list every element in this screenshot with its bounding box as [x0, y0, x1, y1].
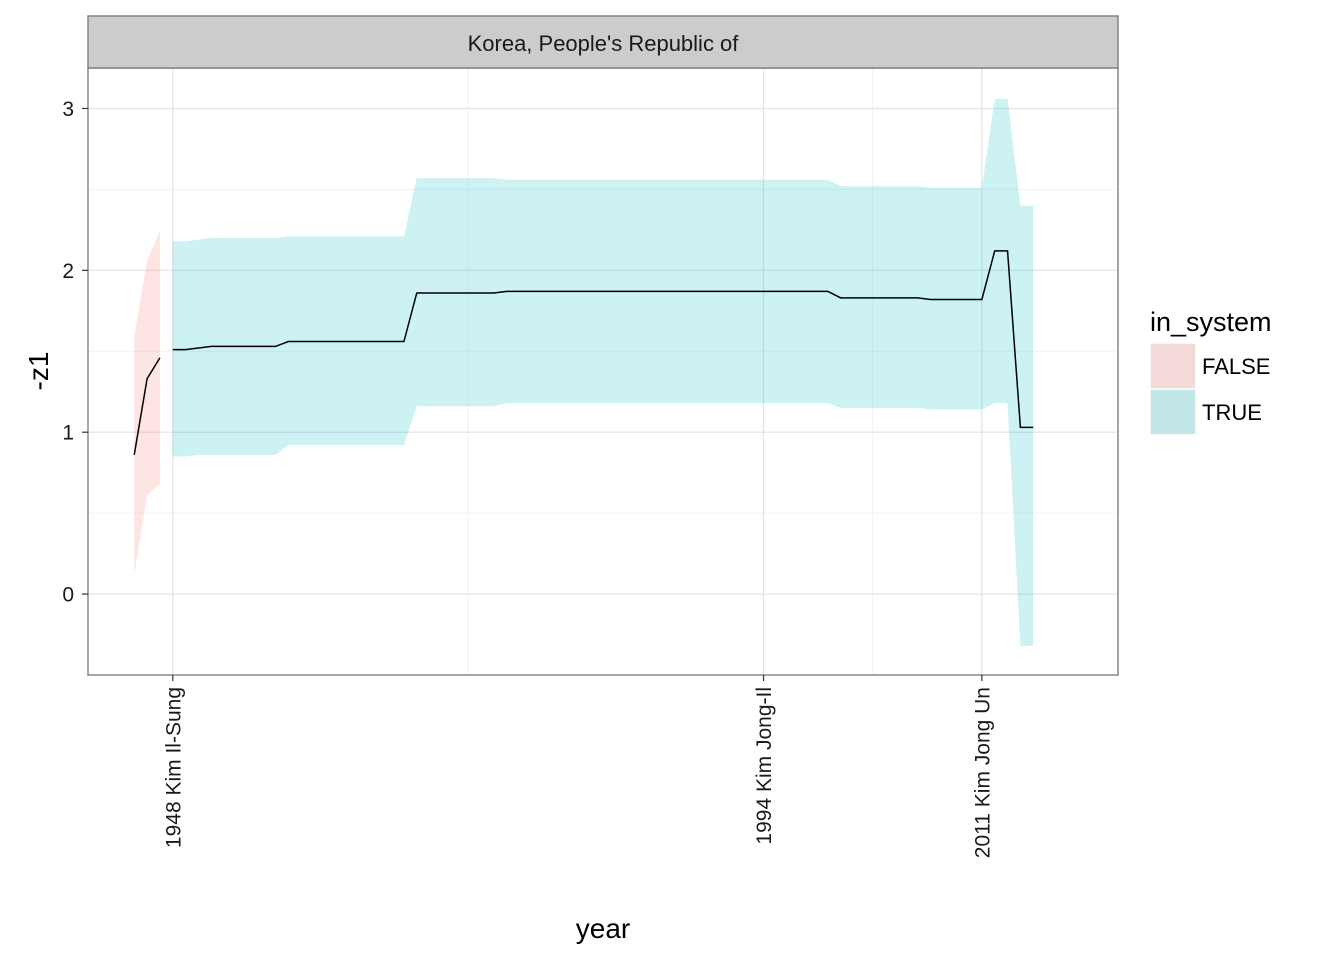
legend-keys: FALSE TRUE — [1149, 342, 1270, 436]
y-tick-label: 1 — [62, 422, 74, 445]
ribbons — [134, 98, 1034, 646]
legend-key-background — [1149, 342, 1197, 390]
x-tick-label: 2011 Kim Jong Un — [971, 687, 994, 858]
y-axis: 0 1 2 3 — [62, 98, 88, 607]
legend: in_system FALSE TRUE — [1149, 307, 1272, 436]
legend-swatch-true — [1151, 390, 1195, 434]
x-tick-label: 1948 Kim Il-Sung — [162, 687, 185, 848]
y-tick-label: 3 — [62, 98, 74, 121]
plot-background — [88, 68, 1118, 675]
y-tick-label: 2 — [62, 260, 74, 283]
x-tick-label: 1994 Kim Jong-Il — [753, 687, 776, 845]
legend-label-false: FALSE — [1202, 354, 1270, 379]
legend-swatch-false — [1151, 344, 1195, 388]
legend-title: in_system — [1150, 307, 1272, 337]
x-axis: 1948 Kim Il-Sung 1994 Kim Jong-Il 2011 Kim… — [162, 675, 994, 858]
y-tick-label: 0 — [62, 584, 74, 607]
confidence-ribbon-true — [172, 98, 1034, 646]
facet-strip-title: Korea, People's Republic of — [468, 31, 740, 56]
estimate-line-true — [172, 250, 1034, 429]
facet-strip-background — [87, 15, 1119, 69]
estimate-line-false — [133, 357, 161, 455]
lines — [133, 250, 1034, 455]
y-axis-title: -z1 — [23, 352, 54, 391]
grid — [88, 68, 1118, 675]
x-axis-title: year — [576, 913, 630, 944]
legend-label-true: TRUE — [1202, 400, 1262, 425]
facet-strip: Korea, People's Republic of — [87, 15, 1119, 69]
legend-key-background — [1149, 388, 1197, 436]
confidence-ribbon-false — [134, 231, 160, 575]
